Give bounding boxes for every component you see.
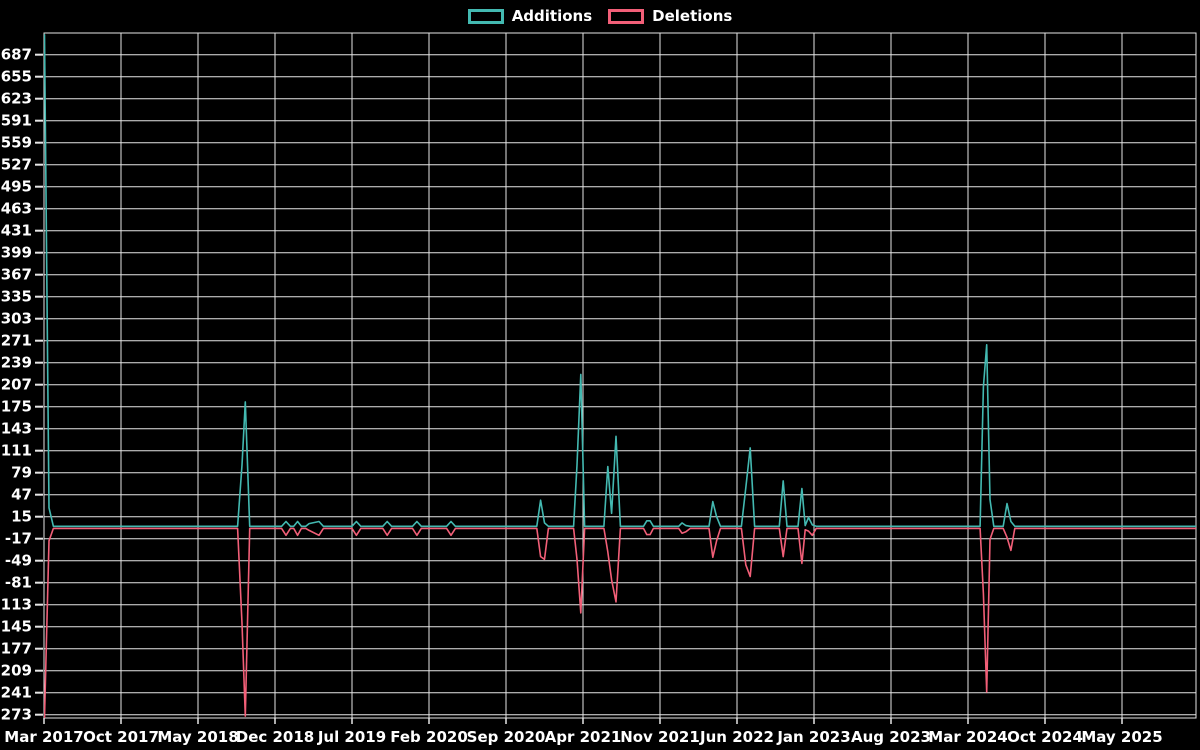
y-tick-label: 687 xyxy=(1,46,32,64)
y-tick-label: 431 xyxy=(1,222,32,240)
additions-swatch-icon xyxy=(467,8,504,24)
y-tick-label: 495 xyxy=(1,178,32,196)
y-tick-label: 335 xyxy=(1,288,32,306)
y-tick-label: 15 xyxy=(11,508,32,526)
chart-legend: Additions Deletions xyxy=(0,6,1200,26)
y-tick-label: -113 xyxy=(0,596,32,614)
y-tick-label: 303 xyxy=(1,310,32,328)
y-tick-label: 655 xyxy=(1,68,32,86)
y-tick-label: 111 xyxy=(1,442,32,460)
x-tick-label: May 2018 xyxy=(157,728,238,746)
x-tick-label: Mar 2024 xyxy=(928,728,1007,746)
y-tick-label: 463 xyxy=(1,200,32,218)
x-tick-label: May 2025 xyxy=(1081,728,1162,746)
deletions-line xyxy=(44,527,1196,718)
y-tick-label: 623 xyxy=(1,90,32,108)
x-tick-label: Jul 2019 xyxy=(317,728,386,746)
y-tick-label: 527 xyxy=(1,156,32,174)
x-tick-label: Oct 2017 xyxy=(83,728,159,746)
x-tick-label: Nov 2021 xyxy=(620,728,700,746)
x-tick-label: Sep 2020 xyxy=(467,728,546,746)
x-tick-label: Oct 2024 xyxy=(1007,728,1083,746)
x-tick-label: Mar 2017 xyxy=(4,728,83,746)
y-tick-label: 239 xyxy=(1,354,32,372)
y-tick-label: 175 xyxy=(1,398,32,416)
y-tick-label: 559 xyxy=(1,134,32,152)
x-tick-label: Feb 2020 xyxy=(390,728,468,746)
legend-label-additions: Additions xyxy=(511,7,593,25)
y-tick-label: -17 xyxy=(5,530,32,548)
y-tick-label: -145 xyxy=(0,618,32,636)
legend-item-deletions[interactable]: Deletions xyxy=(608,6,732,26)
x-tick-label: Jan 2023 xyxy=(776,728,850,746)
y-tick-label: 367 xyxy=(1,266,32,284)
y-tick-label: -177 xyxy=(0,640,32,658)
legend-item-additions[interactable]: Additions xyxy=(467,6,593,26)
y-tick-label: 591 xyxy=(1,112,32,130)
additions-line xyxy=(44,33,1196,528)
y-tick-label: -273 xyxy=(0,706,32,724)
x-tick-label: Aug 2023 xyxy=(851,728,931,746)
x-tick-label: Apr 2021 xyxy=(545,728,622,746)
x-tick-label: Dec 2018 xyxy=(236,728,315,746)
series-group xyxy=(44,33,1196,718)
y-tick-label: -81 xyxy=(5,574,32,592)
y-tick-label: -209 xyxy=(0,662,32,680)
plot-border xyxy=(43,32,1197,719)
y-tick-label: 271 xyxy=(1,332,32,350)
y-tick-label: 79 xyxy=(11,464,32,482)
legend-label-deletions: Deletions xyxy=(652,7,733,25)
y-tick-label: -241 xyxy=(0,684,32,702)
y-tick-label: 399 xyxy=(1,244,32,262)
x-tick-label: Jun 2022 xyxy=(699,728,774,746)
y-tick-label: 143 xyxy=(1,420,32,438)
y-tick-label: 207 xyxy=(1,376,32,394)
y-tick-label: -49 xyxy=(5,552,32,570)
deletions-swatch-icon xyxy=(608,8,645,24)
y-tick-label: 47 xyxy=(11,486,32,504)
